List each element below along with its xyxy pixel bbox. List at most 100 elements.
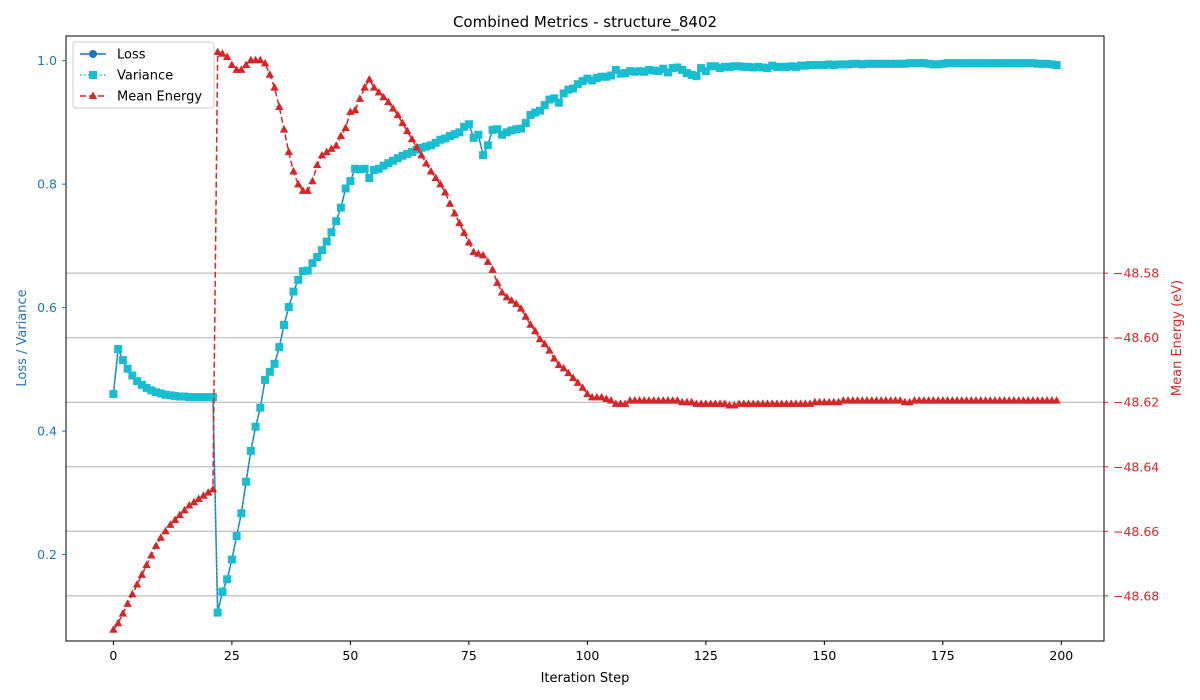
- energy-point-34: [270, 83, 279, 91]
- variance-point-0: [109, 390, 118, 399]
- energy-point-3: [123, 599, 132, 607]
- variance-point-33: [265, 367, 274, 376]
- variance-point-58: [384, 159, 393, 168]
- variance-point-14: [175, 392, 184, 401]
- energy-point-85: [512, 299, 521, 307]
- variance-point-37: [284, 303, 293, 312]
- energy-point-57: [379, 92, 388, 101]
- plot-frame: [65, 35, 1105, 642]
- variance-point-47: [332, 217, 341, 226]
- series-layer: [109, 47, 1061, 633]
- variance-point-77: [474, 130, 483, 139]
- variance-point-6: [137, 380, 146, 389]
- energy-point-19: [199, 491, 208, 499]
- energy-point-17: [189, 497, 199, 506]
- energy-point-13: [170, 515, 180, 523]
- energy-point-11: [161, 526, 170, 535]
- right-y-tick-label-1: −48.66: [1113, 524, 1159, 539]
- variance-point-39: [294, 275, 303, 284]
- energy-point-92: [545, 346, 554, 354]
- x-tick-label-1: 25: [224, 648, 240, 663]
- variance-point-27: [237, 509, 246, 518]
- variance-point-180: [962, 59, 971, 68]
- left-y-tick-label-4: 1.0: [37, 53, 57, 68]
- variance-point-186: [990, 59, 999, 68]
- variance-point-92: [545, 95, 554, 104]
- left-y-axis-label: Loss / Variance: [15, 289, 30, 386]
- variance-point-7: [142, 383, 151, 392]
- energy-point-49: [341, 123, 350, 131]
- variance-point-84: [507, 126, 516, 135]
- variance-point-177: [948, 59, 957, 68]
- variance-point-54: [365, 173, 374, 182]
- variance-point-149: [815, 61, 824, 70]
- variance-point-12: [166, 391, 175, 400]
- variance-point-159: [863, 59, 872, 68]
- variance-point-56: [374, 164, 383, 173]
- variance-point-48: [336, 203, 345, 212]
- variance-point-131: [730, 62, 739, 71]
- variance-point-25: [227, 555, 236, 564]
- energy-point-31: [256, 55, 265, 64]
- variance-point-189: [1005, 59, 1014, 68]
- variance-point-188: [1000, 59, 1009, 68]
- variance-point-122: [687, 70, 696, 79]
- variance-point-174: [934, 60, 943, 69]
- right-y-axis-label: Mean Energy (eV): [1170, 280, 1185, 396]
- energy-point-16: [185, 500, 194, 509]
- variance-point-20: [204, 393, 213, 402]
- variance-point-134: [744, 62, 753, 71]
- variance-point-195: [1033, 59, 1042, 68]
- variance-point-68: [431, 138, 440, 147]
- variance-point-169: [910, 59, 919, 68]
- energy-point-4: [128, 589, 137, 598]
- variance-point-190: [1009, 59, 1018, 68]
- energy-point-72: [450, 208, 459, 217]
- variance-point-182: [972, 59, 981, 68]
- variance-point-32: [261, 375, 270, 384]
- energy-point-96: [564, 368, 573, 377]
- left-y-tick-label-2: 0.6: [37, 300, 57, 315]
- variance-point-120: [678, 65, 687, 74]
- energy-point-14: [175, 510, 184, 519]
- energy-point-21: [208, 484, 218, 493]
- variance-point-135: [749, 63, 758, 72]
- variance-point-34: [270, 359, 279, 368]
- energy-point-99: [578, 383, 587, 391]
- variance-point-19: [199, 393, 208, 402]
- variance-point-172: [924, 59, 933, 68]
- legend-label-2: Mean Energy: [117, 90, 202, 105]
- variance-point-50: [346, 177, 355, 186]
- variance-point-194: [1028, 59, 1037, 68]
- x-tick-label-5: 125: [694, 648, 718, 663]
- variance-point-158: [858, 60, 867, 69]
- energy-point-38: [289, 167, 298, 175]
- variance-point-102: [592, 73, 601, 82]
- legend-entry-mean-energy: Mean Energy: [80, 90, 202, 105]
- variance-point-111: [635, 67, 644, 76]
- variance-point-127: [711, 62, 720, 71]
- energy-point-35: [275, 102, 284, 110]
- variance-point-121: [682, 69, 691, 78]
- variance-point-148: [810, 61, 819, 70]
- variance-point-3: [123, 364, 132, 373]
- variance-point-114: [649, 66, 658, 75]
- variance-point-24: [223, 575, 232, 584]
- variance-point-10: [156, 389, 165, 398]
- energy-point-51: [350, 105, 360, 114]
- legend-marker-1: [89, 71, 97, 79]
- energy-point-65: [417, 150, 426, 159]
- energy-point-129: [720, 399, 730, 407]
- energy-point-18: [194, 494, 203, 503]
- variance-point-130: [725, 62, 734, 71]
- variance-point-100: [583, 74, 592, 83]
- energy-point-89: [531, 326, 540, 335]
- energy-point-22: [213, 47, 222, 56]
- legend-marker-0: [89, 50, 97, 58]
- variance-point-44: [317, 246, 326, 255]
- variance-point-115: [654, 67, 663, 76]
- x-tick-label-4: 100: [575, 648, 599, 663]
- energy-point-37: [284, 147, 293, 156]
- variance-point-97: [569, 84, 578, 93]
- energy-point-43: [313, 160, 322, 169]
